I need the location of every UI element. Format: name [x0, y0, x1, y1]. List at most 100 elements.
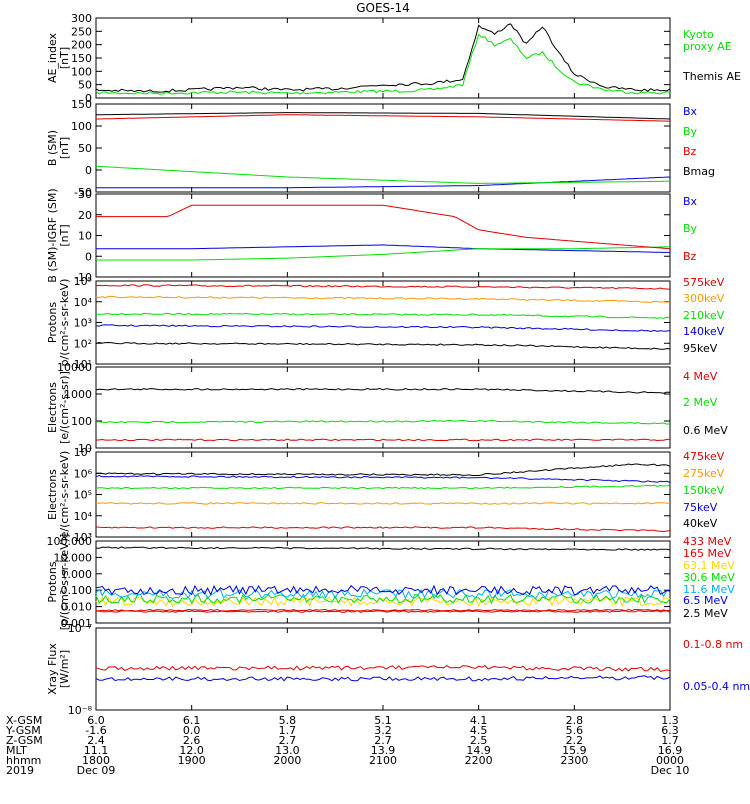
- series-line-6.5-MeV: [95, 584, 671, 596]
- orbit-cell: 1.7: [661, 734, 679, 747]
- y-tick-label: 1.000: [61, 568, 93, 581]
- legend-label: 6.5 MeV: [683, 594, 728, 607]
- series-line-4-MeV: [95, 438, 670, 442]
- y-axis-label: [nT]: [58, 47, 71, 69]
- orbit-cell: 1.3: [661, 714, 679, 727]
- y-tick-label: 10¹: [74, 358, 92, 371]
- y-axis-label: p/(cm²-s-sr-keV): [58, 279, 71, 367]
- series-line-275keV: [95, 502, 671, 505]
- legend-label: 2 MeV: [683, 396, 718, 409]
- series-line-11.6-MeV: [95, 588, 671, 600]
- y-tick-label: 10²: [74, 337, 92, 350]
- series-line-150keV: [95, 484, 671, 490]
- y-tick-label: 10: [78, 442, 92, 455]
- series-line-0.05-0.4-nm: [95, 675, 671, 682]
- orbit-cell: 6.3: [661, 724, 679, 737]
- y-tick-label: 20: [78, 209, 92, 222]
- y-tick-label: 10³: [74, 317, 92, 330]
- legend-label: 4 MeV: [683, 370, 718, 383]
- y-tick-label: 300: [71, 12, 92, 25]
- y-axis-label: Protons: [46, 561, 59, 602]
- orbit-cell: 2100: [369, 754, 397, 767]
- orbit-cell: 11.1: [84, 744, 109, 757]
- figure-title: GOES-14: [356, 1, 410, 15]
- legend-label: 0.6 MeV: [683, 424, 728, 437]
- y-tick-label: 50: [78, 142, 92, 155]
- orbit-cell: -1.6: [85, 724, 106, 737]
- y-tick-label: 0.001: [61, 617, 93, 630]
- legend-label: Themis AE: [682, 70, 741, 83]
- series-line-40keV: [95, 463, 671, 476]
- series-line-63.1-MeV: [95, 595, 671, 608]
- y-tick-label: 1000: [64, 388, 92, 401]
- y-tick-label: 100: [71, 65, 92, 78]
- series-line-Bz: [96, 114, 671, 122]
- legend-label: 75keV: [683, 501, 718, 514]
- orbit-cell: 4.5: [470, 724, 488, 737]
- y-tick-label: 10⁵: [74, 275, 92, 288]
- series-line-300keV: [95, 295, 671, 303]
- orbit-cell: Dec 10: [651, 764, 690, 777]
- orbit-cell: 0000: [656, 754, 684, 767]
- y-tick-label: 10⁷: [74, 446, 92, 459]
- y-tick-label: 100.000: [47, 535, 93, 548]
- legend-label: 2.5 MeV: [683, 607, 728, 620]
- series-line-Bx: [96, 244, 671, 253]
- legend-label: Bx: [683, 105, 698, 118]
- orbit-cell: Dec 09: [77, 764, 116, 777]
- orbit-cell: 5.6: [566, 724, 584, 737]
- y-tick-label: 10⁵: [74, 489, 92, 502]
- y-axis-label: Protons: [46, 302, 59, 343]
- y-tick-label: 0: [85, 250, 92, 263]
- y-tick-label: 10³: [74, 531, 92, 544]
- y-tick-label: 0: [85, 92, 92, 105]
- series-line-0.6-MeV: [95, 387, 671, 394]
- series-line-Bz: [96, 204, 671, 250]
- legend-label: Bx: [683, 195, 698, 208]
- y-tick-label: 10⁴: [74, 510, 93, 523]
- series-line-433-MeV: [95, 610, 671, 613]
- y-axis-label: [nT]: [58, 224, 71, 246]
- orbit-cell: 15.9: [562, 744, 587, 757]
- legend-label: 0.1-0.8 nm: [683, 638, 743, 651]
- orbit-cell: 2.8: [566, 714, 584, 727]
- series-line-Themis-AE: [95, 23, 671, 93]
- y-tick-label: 0.010: [61, 601, 93, 614]
- orbit-cell: 4.1: [470, 714, 488, 727]
- series-line-95keV: [95, 341, 671, 350]
- y-tick-label: -50: [74, 186, 92, 199]
- legend-label: 150keV: [683, 484, 725, 497]
- y-axis-label: [e/(cm²-s-sr)]: [58, 371, 71, 444]
- series-line-0.1-0.8-nm: [95, 664, 671, 672]
- y-tick-label: 150: [71, 52, 92, 65]
- y-tick-label: 10⁻⁷: [68, 622, 92, 635]
- y-tick-label: 100: [71, 120, 92, 133]
- orbit-cell: 6.0: [87, 714, 105, 727]
- series-line-Bx: [96, 176, 671, 189]
- legend-label: 165 MeV: [683, 547, 732, 560]
- legend-label: 575keV: [683, 276, 725, 289]
- orbit-cell: 13.0: [275, 744, 300, 757]
- series-line-140keV: [95, 324, 671, 333]
- y-tick-label: 250: [71, 25, 92, 38]
- series-line-75keV: [95, 474, 671, 483]
- orbit-row-label: 2019: [6, 764, 34, 777]
- orbit-cell: 2.4: [87, 734, 105, 747]
- orbit-cell: 2200: [465, 754, 493, 767]
- series-line-30.6-MeV: [95, 593, 671, 605]
- legend-label: 0.05-0.4 nm: [683, 680, 750, 693]
- y-axis-label: [p/(cm²-s-sr-keV)]: [58, 534, 71, 631]
- series-line-475keV: [95, 526, 671, 533]
- legend-label: Kyoto: [683, 28, 714, 41]
- y-axis-label: [W/m²]: [58, 650, 71, 688]
- orbit-cell: 2300: [560, 754, 588, 767]
- panel-frame-b_sm_igrf: [95, 193, 671, 278]
- y-tick-label: 0.100: [61, 584, 93, 597]
- legend-label: By: [683, 222, 698, 235]
- legend-label: proxy AE: [683, 40, 732, 53]
- legend-label: Bmag: [683, 165, 715, 178]
- y-tick-label: 100: [71, 415, 92, 428]
- orbit-cell: 6.1: [183, 714, 201, 727]
- series-line-By: [95, 165, 670, 184]
